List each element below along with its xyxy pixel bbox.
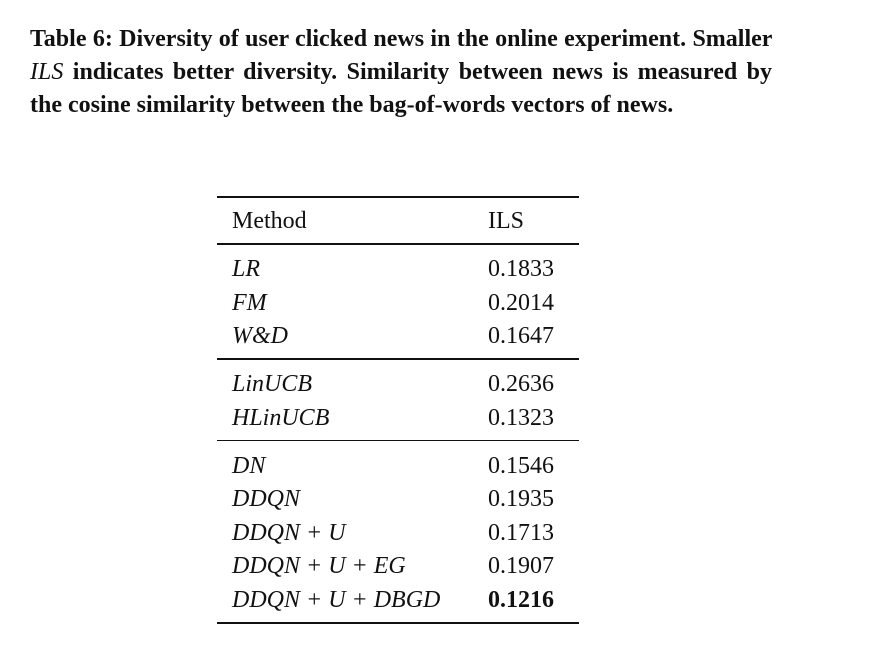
method-cell: W&D <box>232 323 288 349</box>
method-cell: LinUCB <box>232 371 313 397</box>
table-rule <box>217 439 579 442</box>
ils-cell: 0.1216 <box>488 586 554 613</box>
ils-cell: 0.2014 <box>488 289 554 316</box>
table-rule <box>217 243 579 245</box>
ils-cell: 0.1935 <box>488 486 554 512</box>
method-cell: DDQN <box>232 486 301 512</box>
ils-cell: 0.1713 <box>488 519 554 546</box>
caption-text: Table 6: Diversity of user clicked news … <box>30 26 772 52</box>
ils-cell: 0.1907 <box>488 553 554 579</box>
method-cell: LR <box>232 256 261 282</box>
table-rule <box>217 621 579 624</box>
caption-italic: ILS <box>30 59 64 85</box>
ils-cell: 0.1833 <box>488 256 554 282</box>
header-cell: Method <box>232 208 307 234</box>
method-cell: DN <box>232 452 266 479</box>
ils-cell: 0.2636 <box>488 371 554 397</box>
caption-text: indicates better diversity. Similarity b… <box>30 59 772 118</box>
method-cell: DDQN + U + DBGD <box>232 586 441 613</box>
table-caption: Table 6: Diversity of user clicked news … <box>30 23 772 122</box>
ils-cell: 0.1647 <box>488 323 554 349</box>
ils-cell: 0.1323 <box>488 404 554 431</box>
method-cell: HLinUCB <box>232 404 330 431</box>
method-cell: DDQN + U + EG <box>232 553 406 579</box>
ils-cell: 0.1546 <box>488 452 554 479</box>
method-cell: FM <box>232 289 267 316</box>
table-rule <box>217 196 579 198</box>
method-cell: DDQN + U <box>232 519 346 546</box>
table-rule <box>217 358 579 360</box>
header-cell: ILS <box>488 208 524 234</box>
